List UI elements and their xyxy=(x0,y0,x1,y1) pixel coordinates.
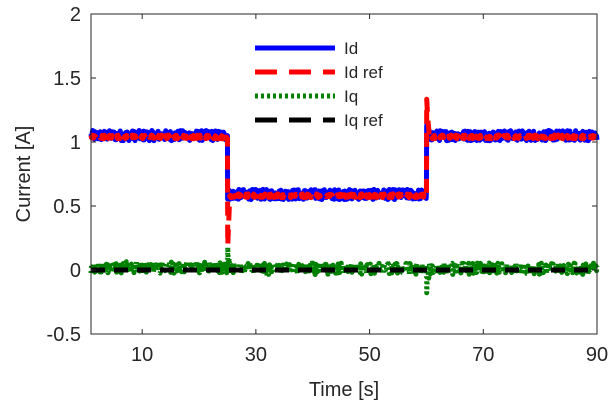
x-tick-label: 30 xyxy=(245,344,267,366)
plot-background xyxy=(91,14,597,334)
axes-box xyxy=(90,13,598,335)
y-tick-label: 0 xyxy=(70,260,81,282)
tick-layer: 10 30 50 70 90 -0.5 0 0.5 1 1.5 2 xyxy=(47,4,609,366)
y-axis-label: Current [A] xyxy=(13,126,35,223)
x-tick-label: 70 xyxy=(472,344,494,366)
y-tick-label: 0.5 xyxy=(53,196,81,218)
y-tick-label: 1.5 xyxy=(53,68,81,90)
legend-label: Iq xyxy=(344,87,358,106)
y-tick-label: 1 xyxy=(70,132,81,154)
plot-area: 10 30 50 70 90 -0.5 0 0.5 1 1.5 2 xyxy=(47,4,609,366)
legend-label: Id xyxy=(344,39,358,58)
x-tick-label: 50 xyxy=(358,344,380,366)
series-line-iq xyxy=(88,244,600,296)
series-line-id-ref xyxy=(88,96,600,249)
y-tick-label: -0.5 xyxy=(47,324,81,346)
legend-label: Iq ref xyxy=(344,111,383,130)
y-tick-label: 2 xyxy=(70,4,81,26)
x-tick-label: 90 xyxy=(586,344,608,366)
legend-label: Id ref xyxy=(344,63,383,82)
series-layer xyxy=(88,96,600,296)
x-axis-label: Time [s] xyxy=(309,379,379,401)
x-tick-label: 10 xyxy=(131,344,153,366)
legend: Id Id ref Iq Iq ref xyxy=(255,39,383,130)
